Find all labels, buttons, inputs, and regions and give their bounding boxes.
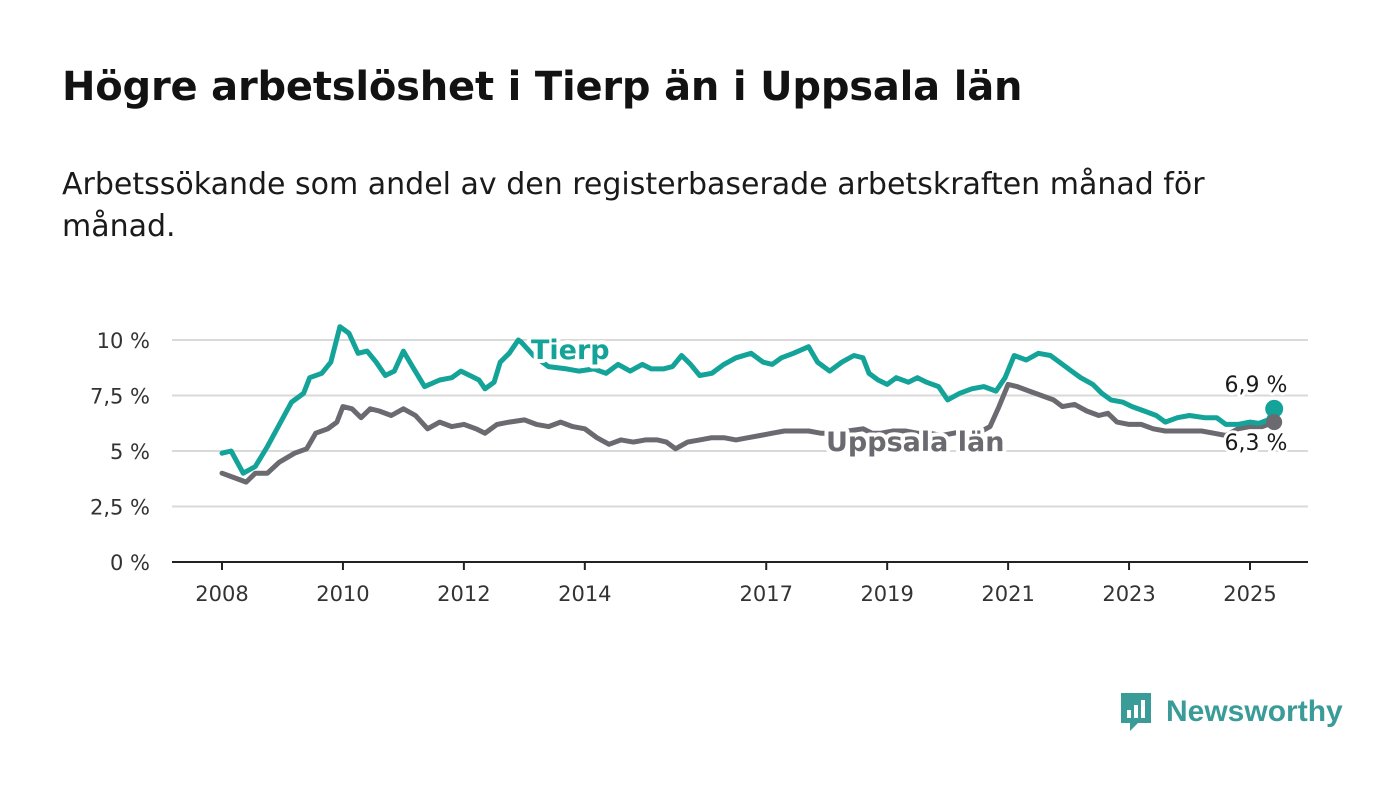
series-line-uppsala [219,381,1277,485]
x-tick-label: 2017 [740,582,793,606]
newsworthy-logo-text: Newsworthy [1166,695,1343,728]
x-tick-label: 2012 [437,582,490,606]
x-tick-label: 2025 [1223,582,1276,606]
x-tick-label: 2023 [1102,582,1155,606]
end-value-label-uppsala: 6,3 % [1225,431,1288,456]
x-tick-label: 2010 [316,582,369,606]
series-line-tierp [219,324,1277,476]
end-point-uppsala [1266,414,1283,431]
y-tick-label: 10 % [97,329,150,353]
newsworthy-logo-icon [1121,693,1151,731]
y-tick-label: 7,5 % [90,385,150,409]
chart-subtitle: Arbetssökande som andel av den registerb… [62,167,1205,244]
series-label-tierp: Tierp [531,335,610,366]
y-tick-label: 0 % [110,551,150,575]
x-tick-label: 2019 [860,582,913,606]
y-tick-label: 5 % [110,440,150,464]
x-tick-label: 2008 [195,582,248,606]
series-label-uppsala: Uppsala län [826,427,1004,458]
end-point-tierp [1265,399,1284,418]
y-tick-label: 2,5 % [90,496,150,520]
chart-title: Högre arbetslöshet i Tierp än i Uppsala … [62,64,1023,110]
x-tick-label: 2014 [558,582,611,606]
x-tick-label: 2021 [981,582,1034,606]
end-value-label-tierp: 6,9 % [1225,373,1288,398]
newsworthy-logo: Newsworthy [1118,690,1343,734]
